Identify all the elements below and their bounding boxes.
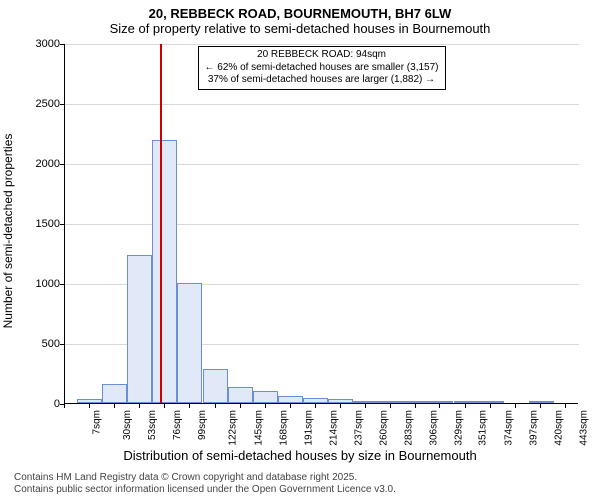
histogram-bar: [328, 399, 353, 403]
x-tick-mark: [465, 404, 466, 408]
attribution-line-2: Contains public sector information licen…: [14, 484, 396, 496]
y-tick-label: 0: [20, 398, 60, 410]
x-tick-label: 30sqm: [122, 410, 133, 440]
x-tick-mark: [390, 404, 391, 408]
x-tick-label: 145sqm: [253, 410, 264, 446]
title-line-1: 20, REBBECK ROAD, BOURNEMOUTH, BH7 6LW: [0, 6, 600, 21]
y-tick-mark: [60, 164, 64, 165]
y-tick-mark: [60, 284, 64, 285]
x-axis-label: Distribution of semi-detached houses by …: [0, 448, 600, 463]
y-tick-label: 1500: [20, 218, 60, 230]
x-tick-label: 420sqm: [553, 410, 564, 446]
x-tick-label: 76sqm: [172, 410, 183, 440]
reference-line: [160, 44, 162, 403]
x-tick-label: 7sqm: [91, 410, 102, 434]
gridline: [65, 224, 579, 225]
x-tick-mark: [565, 404, 566, 408]
x-tick-label: 168sqm: [278, 410, 289, 446]
histogram-bar: [454, 401, 479, 403]
x-tick-label: 351sqm: [478, 410, 489, 446]
histogram-bar: [77, 399, 102, 403]
x-tick-mark: [439, 404, 440, 408]
y-tick-mark: [60, 344, 64, 345]
histogram-bar: [228, 387, 253, 403]
x-tick-mark: [265, 404, 266, 408]
x-tick-mark: [215, 404, 216, 408]
x-tick-label: 99sqm: [197, 410, 208, 440]
y-tick-mark: [60, 104, 64, 105]
x-tick-label: 329sqm: [454, 410, 465, 446]
x-tick-label: 443sqm: [578, 410, 589, 446]
annotation-line2: ← 62% of semi-detached houses are smalle…: [204, 62, 438, 75]
attribution-text: Contains HM Land Registry data © Crown c…: [14, 472, 396, 496]
x-tick-mark: [189, 404, 190, 408]
x-tick-mark: [340, 404, 341, 408]
x-tick-mark: [164, 404, 165, 408]
gridline: [65, 164, 579, 165]
histogram-bar: [253, 391, 278, 403]
annotation-line3: 37% of semi-detached houses are larger (…: [204, 74, 438, 87]
x-tick-label: 306sqm: [429, 410, 440, 446]
x-tick-label: 122sqm: [228, 410, 239, 446]
x-tick-label: 374sqm: [503, 410, 514, 446]
histogram-bar: [403, 401, 428, 403]
x-tick-label: 214sqm: [328, 410, 339, 446]
attribution-line-1: Contains HM Land Registry data © Crown c…: [14, 472, 396, 484]
x-tick-label: 191sqm: [303, 410, 314, 446]
x-tick-mark: [415, 404, 416, 408]
y-tick-label: 3000: [20, 38, 60, 50]
plot-area: 20 REBBECK ROAD: 94sqm← 62% of semi-deta…: [64, 44, 578, 404]
annotation-line1: 20 REBBECK ROAD: 94sqm: [204, 49, 438, 62]
x-tick-mark: [139, 404, 140, 408]
y-tick-mark: [60, 44, 64, 45]
y-tick-mark: [60, 224, 64, 225]
y-tick-label: 1000: [20, 278, 60, 290]
x-tick-mark: [540, 404, 541, 408]
x-tick-mark: [114, 404, 115, 408]
histogram-bar: [428, 401, 453, 403]
histogram-bar: [177, 283, 202, 403]
histogram-bar: [378, 401, 403, 403]
y-tick-label: 500: [20, 338, 60, 350]
x-tick-label: 237sqm: [354, 410, 365, 446]
histogram-bar: [152, 140, 177, 403]
gridline: [65, 44, 579, 45]
x-tick-mark: [240, 404, 241, 408]
x-tick-mark: [365, 404, 366, 408]
x-tick-label: 53sqm: [147, 410, 158, 440]
histogram-bar: [479, 401, 504, 403]
x-tick-mark: [515, 404, 516, 408]
x-tick-mark: [64, 404, 65, 408]
y-tick-label: 2000: [20, 158, 60, 170]
histogram-bar: [353, 401, 378, 403]
annotation-box: 20 REBBECK ROAD: 94sqm← 62% of semi-deta…: [197, 46, 445, 90]
y-tick-label: 2500: [20, 98, 60, 110]
histogram-bar: [303, 398, 328, 403]
histogram-bar: [127, 255, 152, 403]
x-tick-mark: [89, 404, 90, 408]
x-tick-label: 397sqm: [528, 410, 539, 446]
histogram-bar: [529, 401, 554, 403]
histogram-bar: [203, 369, 228, 403]
histogram-bar: [278, 396, 303, 403]
y-axis-label: Number of semi-detached properties: [1, 134, 15, 329]
histogram-bar: [102, 384, 127, 403]
x-tick-mark: [490, 404, 491, 408]
x-tick-mark: [315, 404, 316, 408]
title-line-2: Size of property relative to semi-detach…: [0, 21, 600, 36]
x-tick-mark: [290, 404, 291, 408]
x-tick-label: 260sqm: [379, 410, 390, 446]
gridline: [65, 104, 579, 105]
x-tick-label: 283sqm: [404, 410, 415, 446]
